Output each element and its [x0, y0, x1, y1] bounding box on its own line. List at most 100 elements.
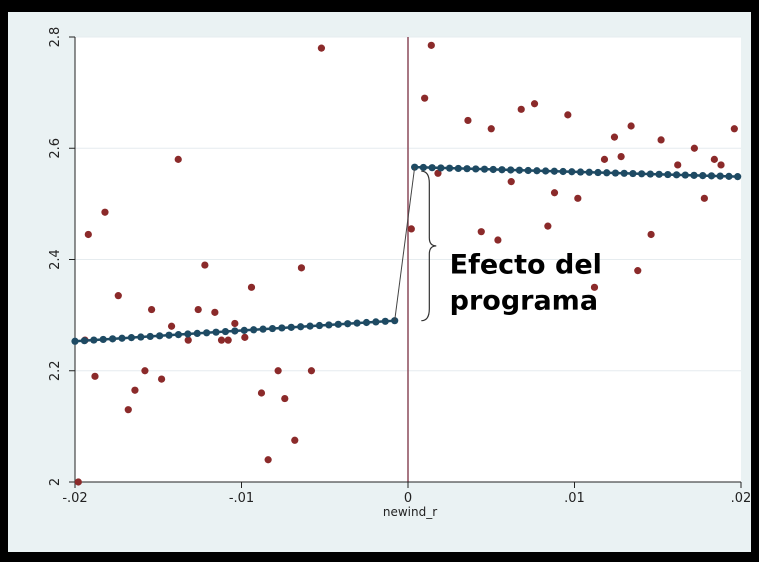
scatter-point [264, 456, 272, 464]
scatter-point [710, 155, 718, 163]
scatter-point [544, 222, 552, 230]
fit-point [297, 323, 305, 331]
fit-point [156, 332, 164, 340]
scatter-point [281, 394, 289, 403]
fit-point [353, 319, 361, 327]
scatter-point [700, 194, 708, 202]
fit-point [576, 168, 585, 176]
scatter-point [407, 225, 415, 233]
fit-point [250, 326, 258, 334]
scatter-point [101, 208, 109, 216]
fit-point [681, 171, 689, 179]
x-tick-label: .02 [731, 491, 752, 506]
scatter-point [124, 406, 132, 414]
scatter-point [274, 367, 282, 375]
fit-point [716, 172, 724, 180]
y-tick-label: 2.4 [48, 249, 63, 270]
scatter-point [224, 336, 232, 344]
fit-point [445, 164, 454, 172]
scatter-point [147, 305, 156, 314]
scatter-point [211, 308, 219, 316]
fit-point [646, 170, 654, 178]
scatter-point [617, 152, 625, 161]
fit-point [707, 172, 716, 180]
fit-point [174, 331, 183, 339]
scatter-point [114, 292, 122, 300]
scatter-point [91, 372, 99, 380]
scatter-point [84, 230, 92, 239]
scatter-point [157, 375, 166, 383]
fit-point [146, 332, 154, 341]
effect-brace [421, 170, 437, 322]
scatter-point [317, 44, 326, 52]
scatter-point [231, 319, 239, 328]
y-tick-label: 2.2 [48, 360, 63, 381]
fit-point [568, 168, 576, 176]
fit-point [629, 169, 637, 178]
fit-point [699, 171, 707, 180]
fit-point [725, 172, 733, 180]
fit-point [193, 329, 201, 337]
scatter-point [291, 436, 299, 444]
fit-point [127, 334, 136, 342]
fit-point [559, 167, 567, 176]
fit-point [287, 323, 295, 331]
fit-point [334, 320, 342, 328]
scatter-point [257, 389, 266, 397]
fit-point [278, 324, 286, 332]
fit-point [603, 169, 611, 177]
fit-point [419, 163, 427, 172]
scatter-point [574, 194, 582, 202]
fit-point [463, 165, 471, 173]
fit-point [221, 327, 230, 336]
fit-point [620, 169, 628, 177]
fit-point [99, 335, 107, 344]
fit-point [203, 329, 211, 337]
fit-point [109, 335, 117, 343]
fit-point [428, 164, 436, 172]
scatter-point [307, 367, 316, 375]
fit-point [137, 333, 145, 341]
scatter-point [297, 264, 306, 272]
scatter-point [717, 161, 725, 169]
scatter-point [690, 144, 698, 152]
scatter-point [247, 283, 256, 291]
fit-point [472, 165, 480, 173]
fit-point [90, 336, 98, 344]
fit-point [594, 168, 602, 177]
ticks: 2 2.2 2.4 2.6 2.8 -.02 -.01 0 .01 .02 [48, 27, 751, 506]
x-axis-title: newind_r [383, 505, 437, 519]
fit-point [71, 337, 79, 345]
y-tick-label: 2 [48, 478, 63, 486]
scatter-point [674, 161, 682, 169]
scatter-point [184, 336, 192, 344]
x-tick-label: -.02 [62, 491, 87, 506]
x-tick-label: 0 [404, 491, 412, 506]
scatter-point [550, 189, 559, 197]
fit-point [259, 325, 267, 333]
scatter-point [730, 125, 738, 133]
fit-point [672, 171, 681, 179]
annotation-line-2: programa [450, 286, 598, 317]
scatter-point [530, 100, 539, 108]
fit-point [212, 328, 220, 336]
fit-point [240, 326, 248, 334]
annotation-line-1: Efecto del [450, 249, 602, 280]
jump-line [394, 167, 416, 321]
scatter-point [427, 41, 435, 49]
fit-point [306, 322, 314, 330]
fit-point [325, 321, 333, 329]
fit-point [344, 320, 352, 328]
jump-marker [394, 167, 437, 322]
scatter-point [634, 267, 642, 275]
fit-point [231, 327, 239, 335]
fit-series [71, 163, 742, 345]
fit-point [638, 170, 646, 178]
fit-point [315, 321, 324, 330]
fit-point [381, 317, 389, 325]
y-tick-label: 2.8 [48, 27, 63, 48]
fit-point [184, 330, 192, 338]
fit-point [533, 167, 541, 175]
y-tick-label: 2.6 [48, 138, 63, 159]
scatter-point [507, 178, 515, 186]
